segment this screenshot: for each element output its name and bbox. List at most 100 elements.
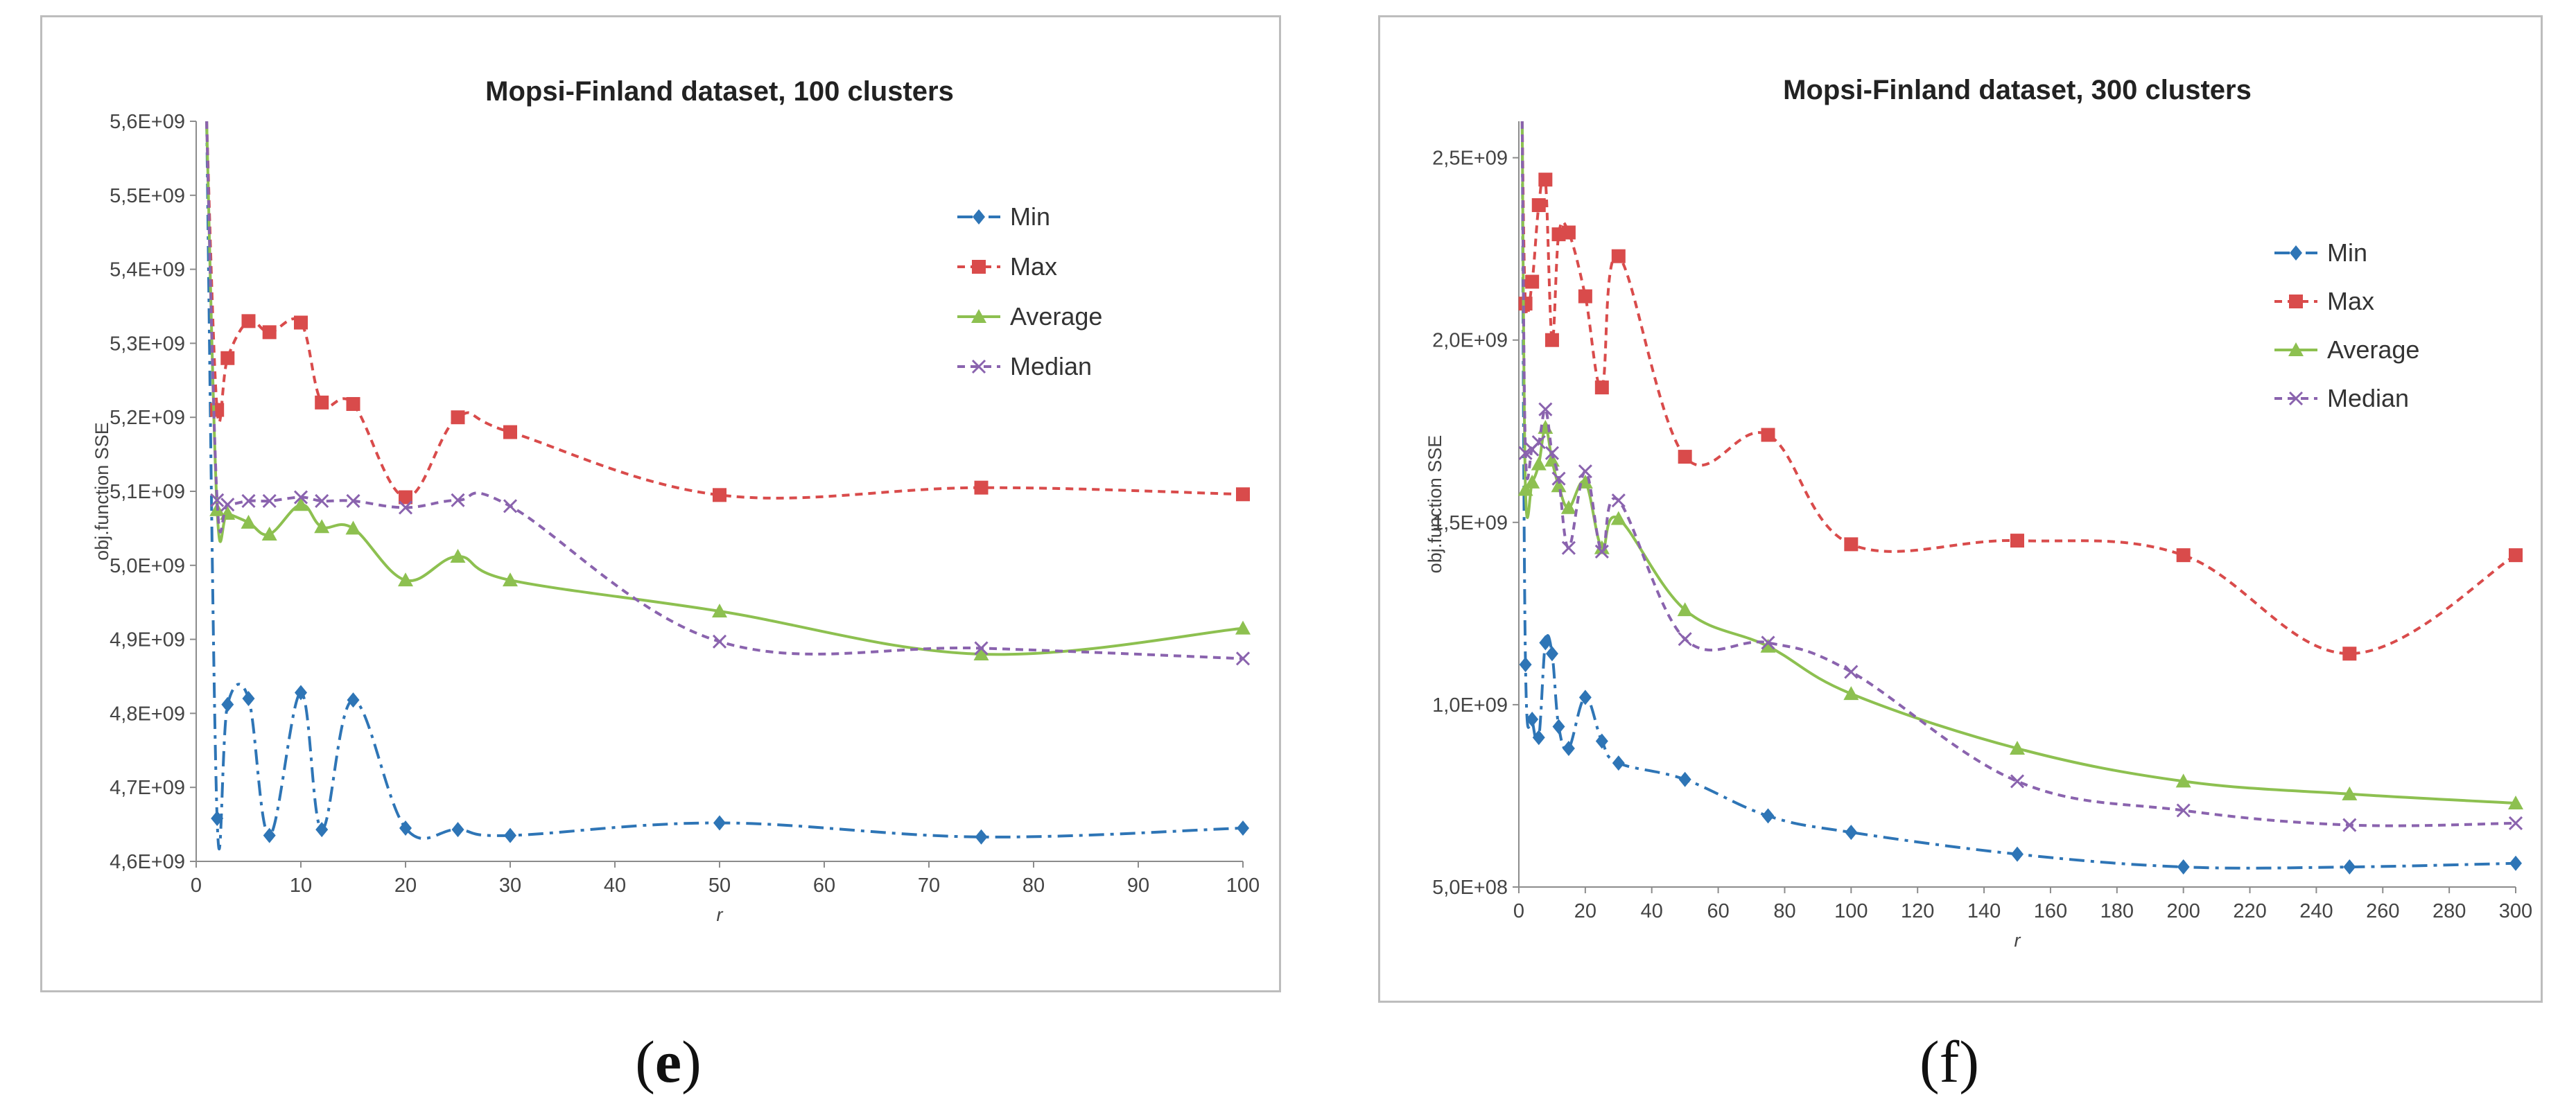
legend-label: Median <box>2327 384 2409 412</box>
data-point-median <box>1518 446 1533 460</box>
data-point-median <box>262 493 277 508</box>
x-tick-label: 300 <box>2499 900 2532 922</box>
x-tick-label: 90 <box>1127 875 1149 897</box>
x-tick-label: 80 <box>1773 900 1795 922</box>
data-point-min <box>975 829 988 845</box>
x-tick-label: 60 <box>1707 900 1729 922</box>
data-point-average <box>1531 456 1547 471</box>
data-point-median <box>1844 665 1859 679</box>
x-tick-label: 220 <box>2233 900 2266 922</box>
x-tick-label: 30 <box>499 875 521 897</box>
y-tick-label: 5,3E+09 <box>110 333 185 355</box>
x-tick-label: 20 <box>1574 900 1596 922</box>
data-point-median <box>293 490 308 504</box>
chart-title: Mopsi-Finland dataset, 100 clusters <box>485 76 954 107</box>
series-median <box>205 121 1251 666</box>
data-point-median <box>241 493 256 508</box>
series-max <box>1518 121 2523 661</box>
series-max <box>205 121 1250 504</box>
data-point-min <box>211 811 224 827</box>
x-tick-label: 100 <box>1226 875 1260 897</box>
legend-label: Max <box>2327 287 2374 315</box>
legend-marker <box>972 260 986 274</box>
data-point-min <box>2509 855 2522 871</box>
legend-marker <box>971 359 986 374</box>
data-point-min <box>2011 846 2024 862</box>
data-point-min <box>221 696 234 712</box>
series-line-min <box>205 121 1244 850</box>
data-point-min <box>2343 859 2356 875</box>
data-point-min <box>504 827 516 843</box>
chart-f-svg: Mopsi-Finland dataset, 300 clusters 5,0E+… <box>1425 75 2532 951</box>
data-point-max <box>1678 450 1692 464</box>
legend-label: Average <box>2327 335 2419 364</box>
x-tick-label: 260 <box>2366 900 2399 922</box>
data-point-median <box>712 634 727 649</box>
data-point-average <box>503 572 518 587</box>
legend-label: Min <box>2327 238 2367 267</box>
series-line-average <box>205 121 1244 656</box>
y-axis-label: obj.function SSE <box>92 422 112 561</box>
data-point-min <box>1595 733 1608 749</box>
legend-marker <box>973 209 985 225</box>
legend-entry-max: Max <box>957 252 1057 281</box>
data-point-max <box>713 488 726 502</box>
data-point-median <box>210 493 225 507</box>
legend-marker <box>2289 295 2303 308</box>
legend-marker <box>2290 245 2302 261</box>
data-point-max <box>294 315 308 330</box>
legend-label: Median <box>1010 352 1092 380</box>
data-point-median <box>2176 803 2191 818</box>
data-point-min <box>1562 741 1575 757</box>
data-point-median <box>2508 816 2523 830</box>
data-point-median <box>220 498 235 512</box>
data-point-max <box>1578 289 1592 304</box>
data-point-max <box>451 410 465 425</box>
legend-entry-median: Median <box>957 352 1092 380</box>
data-point-average <box>1235 620 1251 635</box>
series-line-max <box>205 121 1244 500</box>
series-average <box>205 121 1251 660</box>
data-point-max <box>503 425 517 439</box>
data-point-min <box>2177 859 2190 875</box>
data-point-max <box>1561 225 1576 240</box>
x-tick-label: 120 <box>1901 900 1934 922</box>
data-point-median <box>2342 818 2357 832</box>
data-point-max <box>2176 548 2191 563</box>
data-point-max <box>1761 428 1775 442</box>
y-tick-label: 4,8E+09 <box>110 703 185 725</box>
data-point-average <box>973 646 989 660</box>
data-point-max <box>399 490 412 504</box>
legend-label: Min <box>1010 202 1050 231</box>
data-point-median <box>1235 651 1251 666</box>
y-tick-label: 4,9E+09 <box>110 629 185 651</box>
data-point-max <box>315 395 329 410</box>
legend-entry-average: Average <box>2274 335 2419 364</box>
caption-e: (e) <box>635 1027 701 1096</box>
y-tick-label: 1,5E+09 <box>1432 512 1508 534</box>
data-point-average <box>712 604 727 618</box>
caption-e-letter: e <box>654 1028 682 1095</box>
data-point-max <box>1844 537 1859 552</box>
x-tick-label: 200 <box>2166 900 2200 922</box>
data-point-median <box>1594 544 1609 559</box>
x-tick-label: 60 <box>813 875 835 897</box>
data-point-median <box>451 493 465 507</box>
data-point-median <box>503 499 518 514</box>
data-point-min <box>1526 711 1539 727</box>
legend-marker <box>2288 391 2304 406</box>
data-point-average <box>293 497 308 511</box>
data-point-min <box>1519 657 1532 673</box>
x-tick-label: 20 <box>394 875 417 897</box>
y-tick-label: 5,4E+09 <box>110 259 185 281</box>
y-tick-label: 5,1E+09 <box>110 481 185 503</box>
series-min <box>205 121 1249 850</box>
y-tick-label: 2,0E+09 <box>1432 330 1508 352</box>
data-point-average <box>1760 638 1776 653</box>
x-tick-label: 70 <box>918 875 940 897</box>
x-tick-label: 180 <box>2100 900 2134 922</box>
series-line-average <box>1520 121 2516 805</box>
x-tick-label: 40 <box>604 875 626 897</box>
data-point-min <box>315 822 329 838</box>
series-min <box>1519 121 2522 875</box>
